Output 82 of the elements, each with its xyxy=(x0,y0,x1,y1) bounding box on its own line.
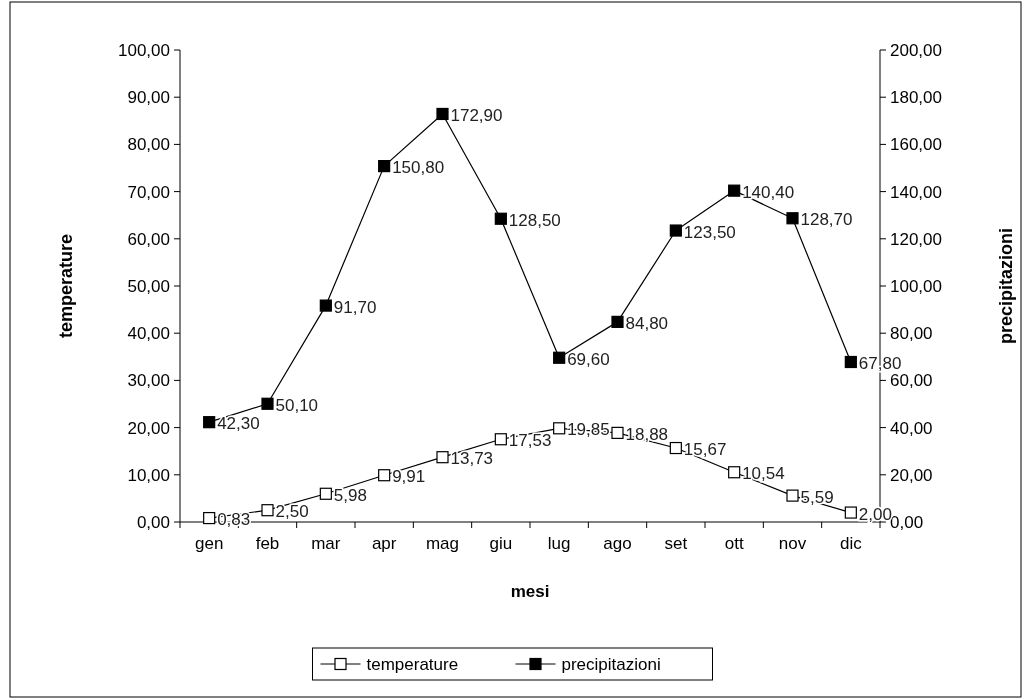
data-label: 50,10 xyxy=(275,395,319,415)
point xyxy=(611,426,624,439)
y2-tick-label: 60,00 xyxy=(890,371,933,391)
x-tick-label: ott xyxy=(724,534,744,553)
point xyxy=(436,107,449,121)
point xyxy=(553,351,566,364)
y-tick-label: 70,00 xyxy=(127,182,170,202)
y2-tick-label: 120,00 xyxy=(890,229,942,249)
data-label: 172,90 xyxy=(450,105,503,125)
point xyxy=(261,397,274,410)
y2-tick-label: 140,00 xyxy=(890,182,942,202)
point xyxy=(611,315,624,328)
x-tick-label: lug xyxy=(547,534,571,553)
data-label: 128,70 xyxy=(800,210,853,230)
point xyxy=(728,184,741,197)
data-label: 9,91 xyxy=(392,467,426,487)
point xyxy=(319,487,332,500)
x-tick-label: mag xyxy=(425,534,460,553)
point xyxy=(728,466,741,479)
point xyxy=(786,489,799,502)
y2-tick-label: 180,00 xyxy=(890,88,942,108)
y2-tick-label: 20,00 xyxy=(890,465,933,485)
y-tick-label: 50,00 xyxy=(127,276,170,296)
data-label: 42,30 xyxy=(217,414,260,434)
x-tick-label: mar xyxy=(311,534,341,553)
point xyxy=(553,422,566,435)
point xyxy=(669,441,682,455)
point xyxy=(261,504,274,517)
data-label: 10,54 xyxy=(742,464,785,484)
point xyxy=(844,506,857,519)
data-label: 5,59 xyxy=(800,487,834,507)
y-tick-label: 0,00 xyxy=(136,512,170,532)
point xyxy=(669,224,682,237)
point xyxy=(844,355,857,369)
y-tick-label: 10,00 xyxy=(127,465,170,485)
point xyxy=(494,433,507,446)
y-tick-label: 80,00 xyxy=(127,135,170,155)
data-label: 91,70 xyxy=(333,297,377,317)
point xyxy=(378,469,391,482)
data-label: 150,80 xyxy=(392,158,445,178)
legend-label: precipitazioni xyxy=(561,654,661,674)
point xyxy=(378,160,391,173)
x-tick-label: dic xyxy=(839,534,863,553)
x-tick-label: nov xyxy=(778,534,807,553)
x-tick-label: set xyxy=(664,534,688,553)
data-label: 140,40 xyxy=(742,182,795,202)
data-label: 5,98 xyxy=(333,485,367,505)
x-tick-label: gen xyxy=(194,534,224,553)
y-tick-label: 60,00 xyxy=(127,229,170,249)
x-tick-label: apr xyxy=(371,534,397,553)
point xyxy=(203,511,216,525)
data-label: 84,80 xyxy=(625,313,669,333)
y2-axis-title: precipitazioni xyxy=(996,227,1016,345)
point xyxy=(319,299,332,312)
y2-tick-label: 80,00 xyxy=(890,324,933,344)
data-label: 128,50 xyxy=(508,210,561,230)
x-tick-label: giu xyxy=(489,534,513,553)
x-axis-title: mesi xyxy=(510,582,550,601)
y-tick-label: 90,00 xyxy=(127,88,170,108)
y-tick-label: 100,00 xyxy=(118,40,170,60)
data-label: 13,73 xyxy=(450,449,494,469)
data-label: 69,60 xyxy=(567,349,610,369)
y2-tick-label: 40,00 xyxy=(890,418,933,438)
data-label: 18,88 xyxy=(625,424,669,444)
data-label: 123,50 xyxy=(683,222,736,242)
y-tick-label: 30,00 xyxy=(127,371,170,391)
point xyxy=(436,451,449,464)
point xyxy=(203,416,216,429)
point xyxy=(494,212,507,225)
point xyxy=(786,212,799,225)
y-tick-label: 40,00 xyxy=(127,324,170,344)
x-tick-label: feb xyxy=(255,534,280,553)
data-label: 15,67 xyxy=(683,440,727,460)
y2-tick-label: 160,00 xyxy=(890,135,942,155)
legend-label: temperature xyxy=(366,654,459,674)
y2-tick-label: 200,00 xyxy=(890,40,942,60)
y-tick-label: 20,00 xyxy=(127,418,170,438)
y-axis-title: temperature xyxy=(56,233,76,339)
y2-tick-label: 100,00 xyxy=(890,276,942,296)
x-tick-label: ago xyxy=(603,534,632,553)
data-label: 17,53 xyxy=(508,431,552,451)
data-label: 2,50 xyxy=(275,502,309,522)
